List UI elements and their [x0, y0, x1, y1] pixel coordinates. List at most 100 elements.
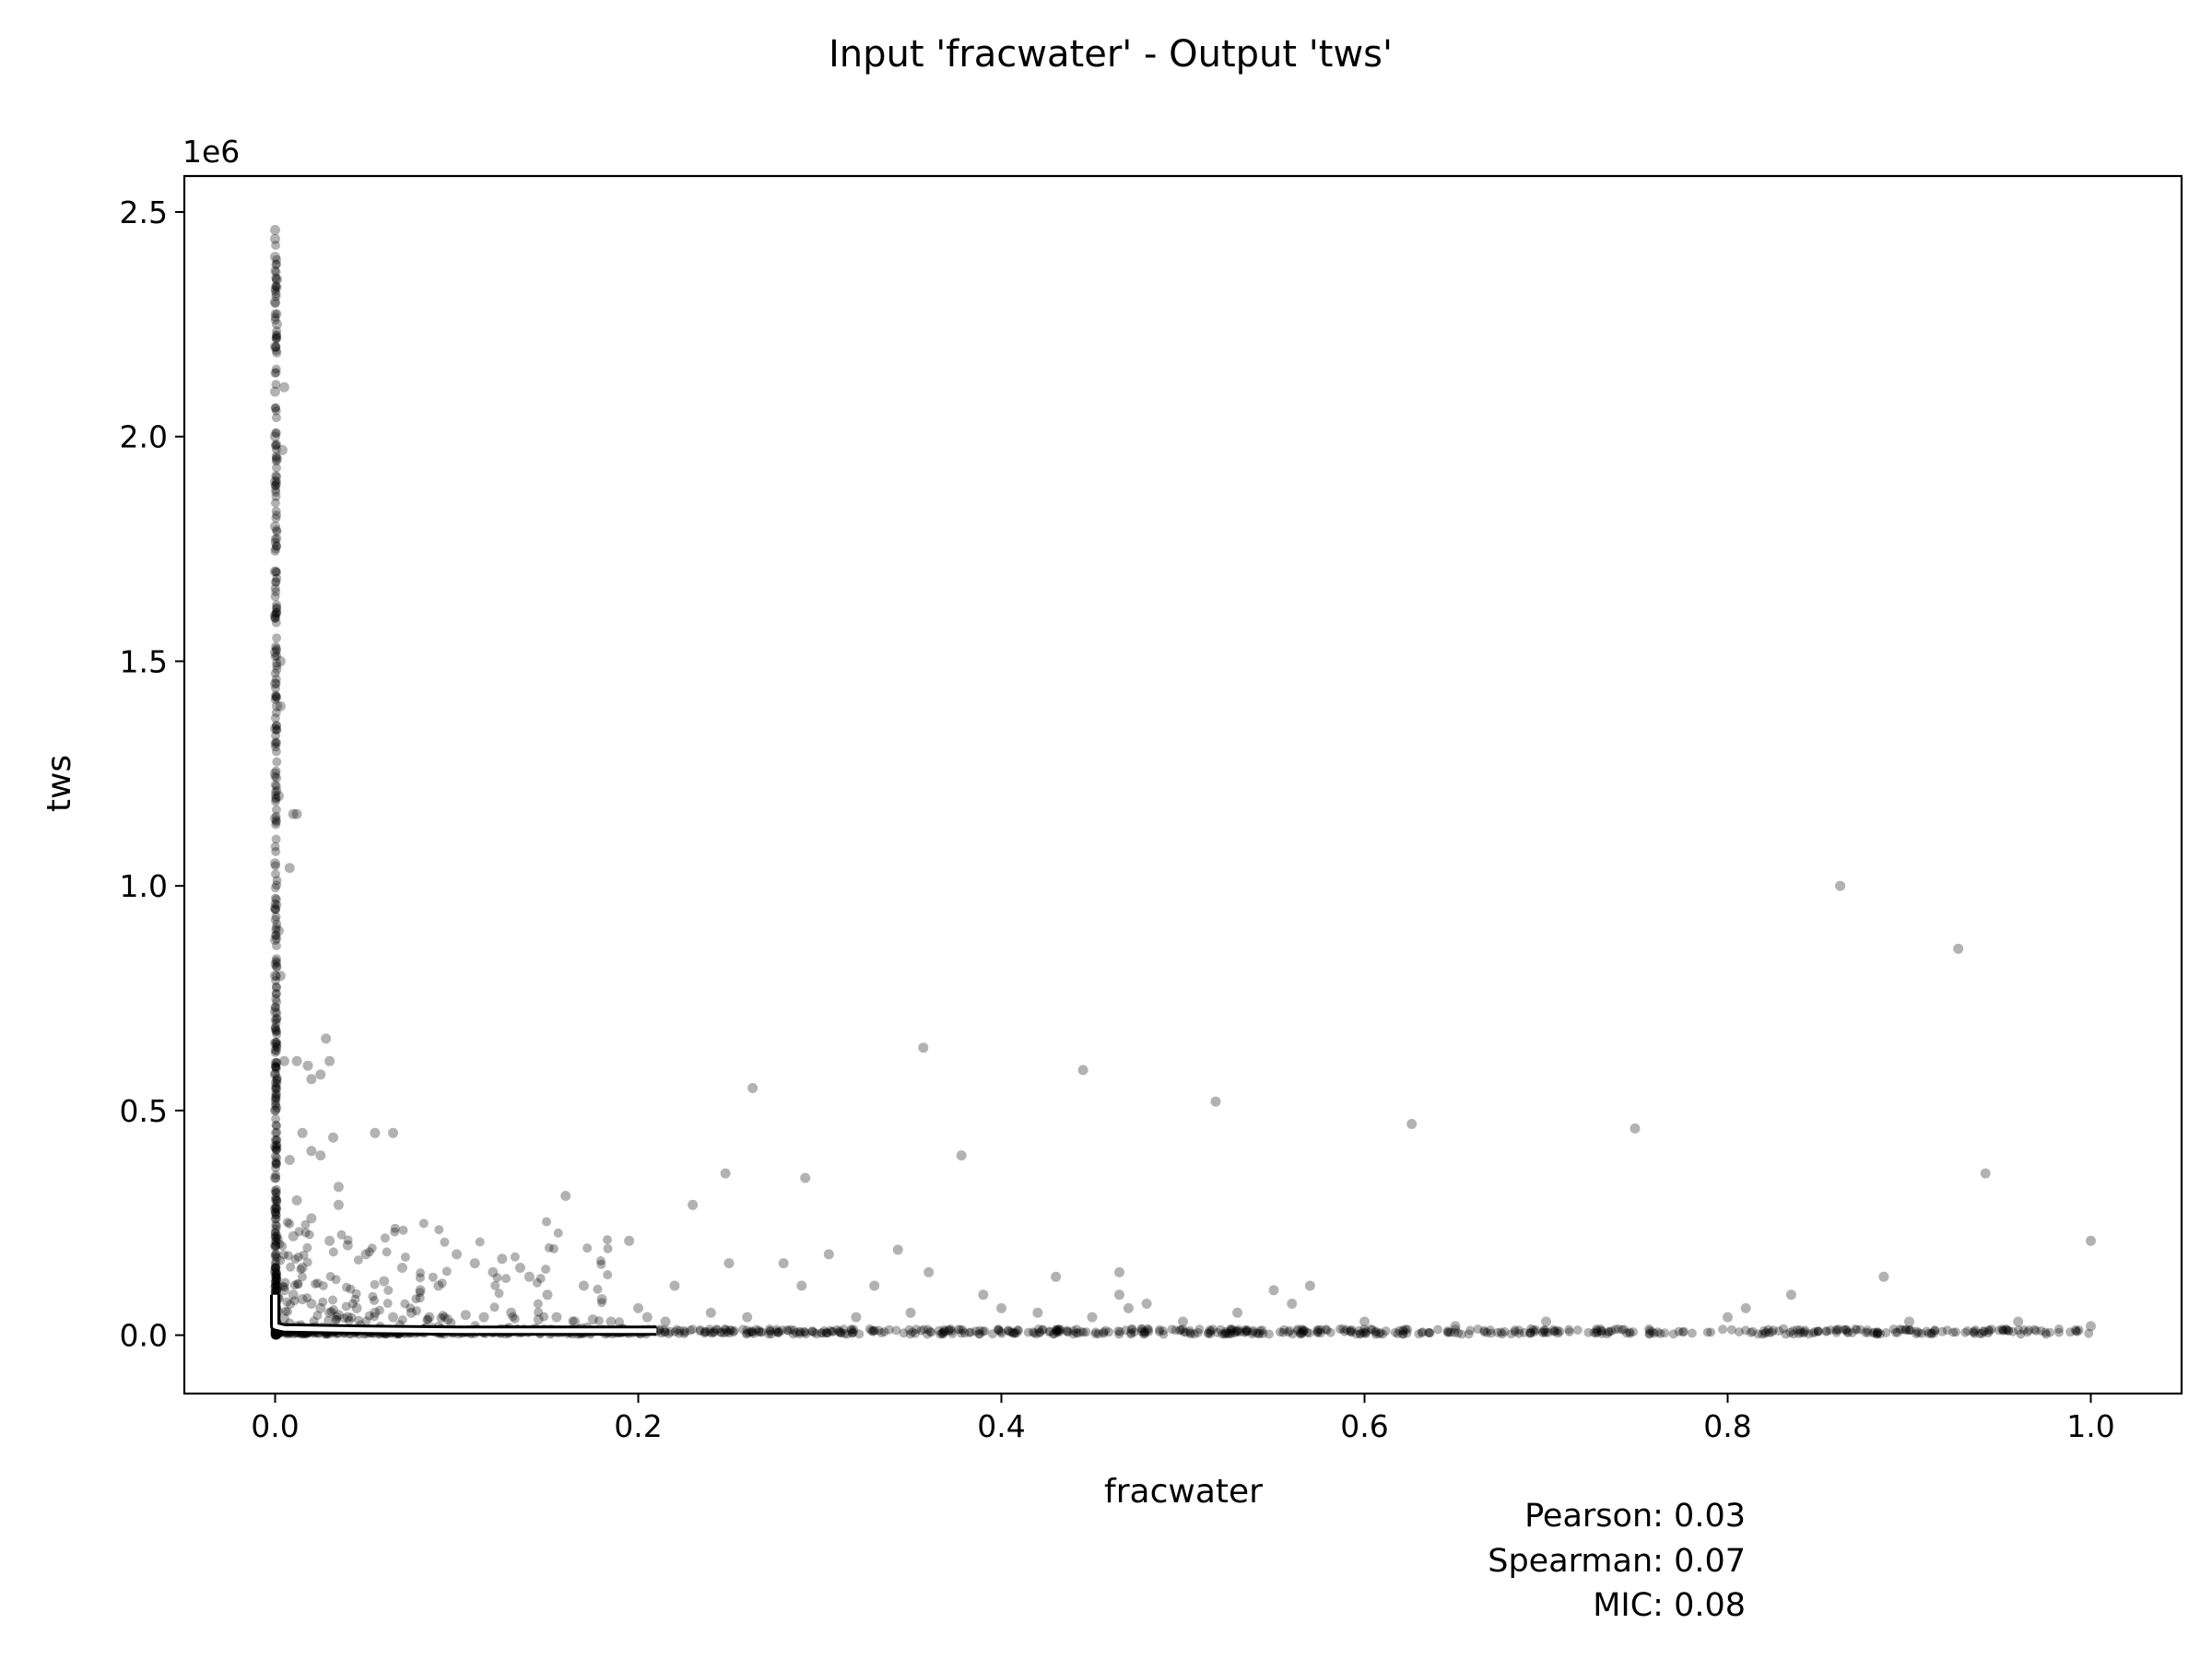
data-point [286, 1262, 296, 1272]
data-point [1114, 1289, 1124, 1300]
data-point [271, 1114, 281, 1124]
data-point [664, 1329, 674, 1338]
data-point [771, 1327, 782, 1337]
data-point [272, 1089, 281, 1100]
data-point [1044, 1327, 1054, 1337]
data-point [271, 1330, 280, 1340]
data-point [836, 1328, 846, 1338]
data-point [278, 1055, 289, 1066]
data-point [272, 1073, 282, 1083]
data-point [847, 1328, 857, 1338]
data-point [270, 1058, 280, 1068]
data-point [270, 1263, 280, 1273]
data-point [332, 1312, 342, 1322]
data-point [271, 343, 281, 352]
data-point [603, 1243, 613, 1253]
data-point [704, 1324, 714, 1335]
data-point [351, 1302, 362, 1313]
data-point [742, 1329, 751, 1339]
data-point [271, 1214, 281, 1224]
data-point [1398, 1325, 1408, 1335]
data-point [272, 1275, 282, 1285]
data-point [1393, 1329, 1403, 1339]
data-point [1878, 1271, 1889, 1282]
data-point [1841, 1324, 1852, 1335]
data-point [935, 1329, 946, 1339]
data-point [1758, 1329, 1768, 1339]
data-point [553, 1228, 563, 1238]
data-point [1206, 1326, 1216, 1336]
data-point [1398, 1329, 1408, 1339]
data-point [271, 291, 281, 301]
data-point [1890, 1327, 1900, 1337]
data-point [276, 1255, 286, 1265]
data-point [1028, 1327, 1038, 1337]
data-point [849, 1324, 859, 1335]
mic-stat: MIC: 0.08 [1593, 1587, 1746, 1624]
data-point [1232, 1307, 1243, 1318]
data-point [1374, 1329, 1384, 1339]
data-point [707, 1328, 717, 1338]
data-point [291, 1194, 302, 1206]
data-point [1606, 1326, 1617, 1336]
data-point [944, 1324, 954, 1335]
data-point [272, 880, 282, 890]
data-point [283, 1218, 292, 1228]
data-point [1292, 1326, 1302, 1335]
data-point [508, 1312, 518, 1322]
data-point [1904, 1325, 1914, 1335]
data-point [1139, 1329, 1148, 1339]
data-point [272, 1057, 282, 1067]
data-point [1897, 1324, 1907, 1335]
data-point [1296, 1328, 1305, 1338]
data-point [271, 690, 281, 700]
data-point [276, 444, 288, 455]
data-point [271, 578, 281, 588]
data-point [1181, 1327, 1191, 1337]
data-point [270, 521, 280, 532]
data-point [270, 694, 280, 704]
data-point [270, 480, 280, 490]
data-point [1804, 1329, 1814, 1339]
data-point [974, 1325, 984, 1335]
data-point [570, 1316, 580, 1327]
data-point [1241, 1326, 1252, 1336]
data-point [1514, 1328, 1524, 1338]
data-point [271, 982, 281, 992]
data-point [271, 1041, 281, 1052]
data-point [751, 1324, 761, 1335]
data-point [1873, 1327, 1883, 1337]
data-point [270, 1286, 280, 1296]
data-point [293, 1252, 303, 1262]
data-point [272, 757, 282, 767]
data-point [606, 1316, 617, 1327]
data-point [272, 331, 282, 341]
data-point [821, 1328, 831, 1338]
data-point [1572, 1325, 1583, 1335]
data-point [747, 1326, 757, 1336]
data-point [318, 1281, 328, 1290]
data-point [1219, 1329, 1230, 1339]
data-point [1371, 1326, 1381, 1336]
data-point [594, 1316, 604, 1325]
data-point [1443, 1327, 1453, 1337]
data-point [272, 661, 282, 671]
data-point [271, 273, 281, 283]
data-point [270, 1207, 280, 1218]
pearson-stat: Pearson: 0.03 [1524, 1498, 1746, 1535]
data-point [1872, 1329, 1882, 1339]
data-point [869, 1325, 879, 1335]
data-point [1726, 1324, 1736, 1335]
data-point [1747, 1326, 1758, 1336]
data-point [742, 1328, 752, 1338]
data-point [270, 1038, 280, 1049]
data-point [877, 1328, 887, 1338]
data-point [302, 1293, 312, 1303]
data-point [271, 451, 281, 461]
data-point [272, 954, 281, 964]
data-point [1140, 1328, 1150, 1338]
data-point [672, 1324, 682, 1335]
data-point [270, 739, 280, 749]
data-point [270, 713, 280, 724]
data-point [271, 334, 281, 343]
